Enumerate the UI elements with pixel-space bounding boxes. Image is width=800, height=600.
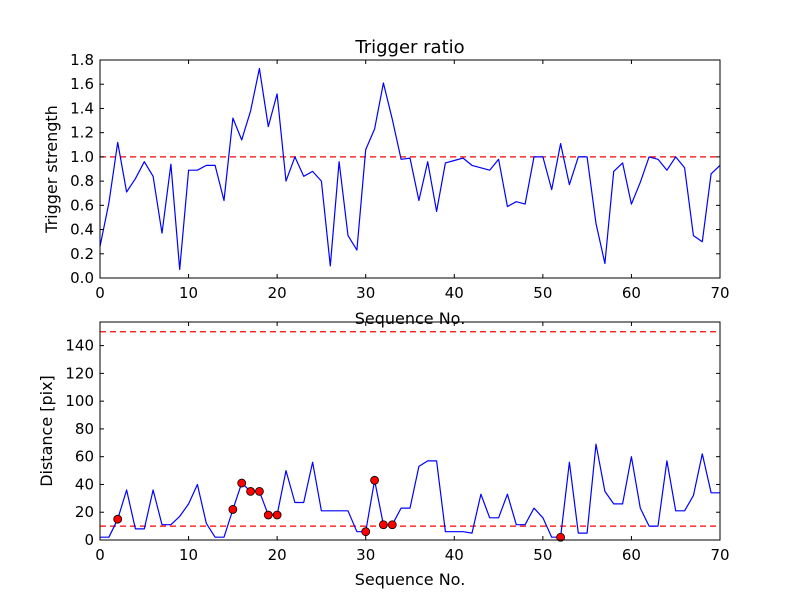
y-tick-label: 80 — [75, 420, 94, 438]
y-axis-label: Distance [pix] — [37, 375, 56, 487]
x-axis-label: Sequence No. — [355, 570, 466, 589]
x-tick-label: 30 — [356, 284, 375, 302]
data-point-marker — [361, 527, 371, 537]
x-axis-ticks: 0 10 20 30 40 50 60 70 — [95, 60, 730, 302]
y-axis-ticks: 0 20 40 60 80 100 120 140 — [65, 337, 720, 549]
y-tick-label: 0.4 — [70, 221, 94, 239]
y-tick-label: 1.2 — [70, 124, 94, 142]
x-tick-label: 0 — [95, 546, 105, 564]
data-point-marker — [237, 478, 247, 488]
x-tick-label: 20 — [268, 284, 287, 302]
x-tick-label: 70 — [710, 284, 729, 302]
x-tick-label: 50 — [533, 284, 552, 302]
x-tick-label: 10 — [179, 284, 198, 302]
series-line — [100, 443, 720, 538]
y-tick-label: 1.8 — [70, 51, 94, 69]
y-tick-label: 120 — [65, 364, 94, 382]
data-point-marker — [370, 475, 379, 485]
y-tick-label: 60 — [75, 448, 94, 466]
x-axis-ticks: 0 10 20 30 40 50 60 70 — [95, 322, 730, 564]
data-point-marker — [556, 532, 565, 542]
data-point-marker — [263, 510, 273, 520]
y-tick-label: 0.6 — [70, 196, 94, 214]
x-axis-label: Sequence No. — [355, 309, 466, 328]
data-point-marker — [379, 520, 388, 530]
y-tick-label: 0 — [84, 531, 94, 549]
data-point-marker — [387, 520, 397, 530]
trigger-ratio-chart: Trigger ratio 0 10 20 30 40 50 60 70 0.00.20.40… — [42, 37, 730, 328]
y-axis-ticks: 0.0 0.2 0.4 0.6 0.8 1.0 1.2 1.4 1.6 1.8 — [70, 51, 720, 287]
data-point-marker — [228, 505, 238, 514]
y-tick-label: 1.6 — [70, 75, 94, 93]
plot-frame — [99, 321, 721, 541]
y-tick-label: 1.4 — [70, 99, 94, 117]
x-tick-label: 20 — [268, 546, 287, 564]
data-point-marker — [255, 487, 264, 496]
marker-group — [113, 475, 565, 542]
data-point-marker — [272, 510, 282, 520]
y-tick-label: 0.2 — [70, 245, 94, 263]
x-tick-label: 10 — [179, 546, 198, 564]
series-group — [100, 443, 720, 538]
x-tick-label: 60 — [622, 284, 641, 302]
plot-frame — [99, 59, 721, 279]
x-tick-label: 40 — [445, 546, 464, 564]
x-tick-label: 30 — [356, 546, 375, 564]
x-tick-label: 70 — [710, 546, 729, 564]
y-tick-label: 20 — [75, 503, 94, 521]
y-tick-label: 1.0 — [70, 148, 94, 166]
y-tick-label: 140 — [65, 337, 94, 355]
data-point-marker — [246, 487, 255, 496]
y-tick-label: 40 — [75, 475, 94, 493]
x-tick-label: 50 — [533, 546, 552, 564]
y-axis-label: Trigger strength — [42, 105, 61, 234]
y-tick-label: 0.8 — [70, 172, 94, 190]
x-tick-label: 0 — [95, 284, 105, 302]
y-tick-label: 0.0 — [70, 269, 94, 287]
x-tick-label: 60 — [622, 546, 641, 564]
series-group — [99, 67, 721, 271]
data-point-marker — [113, 514, 123, 524]
y-tick-label: 100 — [65, 392, 94, 410]
x-tick-label: 40 — [445, 284, 464, 302]
distance-chart: 0 10 20 30 40 50 60 70 0 20 40 60 80 100 120 140 Seque… — [37, 321, 730, 589]
reference-lines — [100, 331, 720, 527]
chart-title: Trigger ratio — [354, 37, 464, 58]
series-line — [99, 67, 721, 271]
